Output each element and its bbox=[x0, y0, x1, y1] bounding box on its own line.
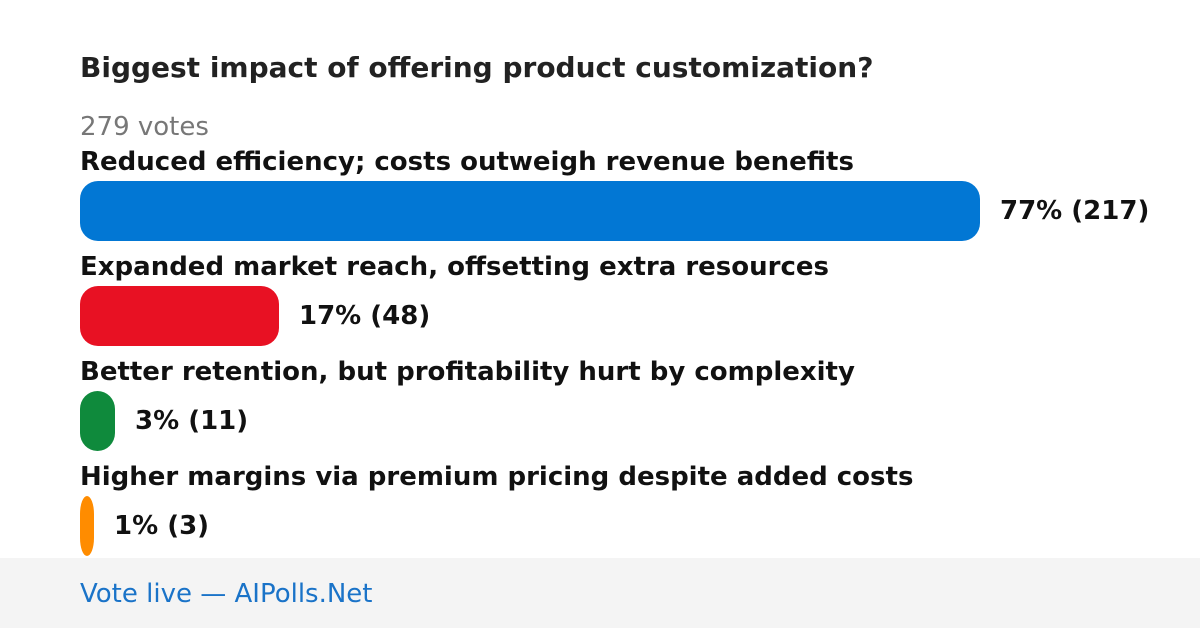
poll-option: Higher margins via premium pricing despi… bbox=[80, 460, 1180, 565]
option-bar bbox=[80, 391, 115, 451]
option-label: Better retention, but profitability hurt… bbox=[80, 357, 855, 387]
option-value: 17% (48) bbox=[299, 301, 431, 331]
option-value: 1% (3) bbox=[114, 511, 210, 541]
poll-option: Expanded market reach, offsetting extra … bbox=[80, 250, 1180, 355]
vote-count: 279 votes bbox=[80, 112, 209, 142]
poll-title: Biggest impact of offering product custo… bbox=[80, 51, 874, 84]
option-bar bbox=[80, 286, 279, 346]
option-label: Higher margins via premium pricing despi… bbox=[80, 462, 914, 492]
option-bar bbox=[80, 181, 980, 241]
option-value: 3% (11) bbox=[135, 406, 249, 436]
option-bar bbox=[80, 496, 94, 556]
option-label: Expanded market reach, offsetting extra … bbox=[80, 252, 829, 282]
option-label: Reduced efficiency; costs outweigh reven… bbox=[80, 147, 854, 177]
vote-live-link[interactable]: Vote live — AIPolls.Net bbox=[80, 579, 373, 609]
option-value: 77% (217) bbox=[1000, 196, 1150, 226]
poll-option: Better retention, but profitability hurt… bbox=[80, 355, 1180, 460]
footer: Vote live — AIPolls.Net bbox=[0, 558, 1200, 628]
poll-option: Reduced efficiency; costs outweigh reven… bbox=[80, 145, 1180, 250]
